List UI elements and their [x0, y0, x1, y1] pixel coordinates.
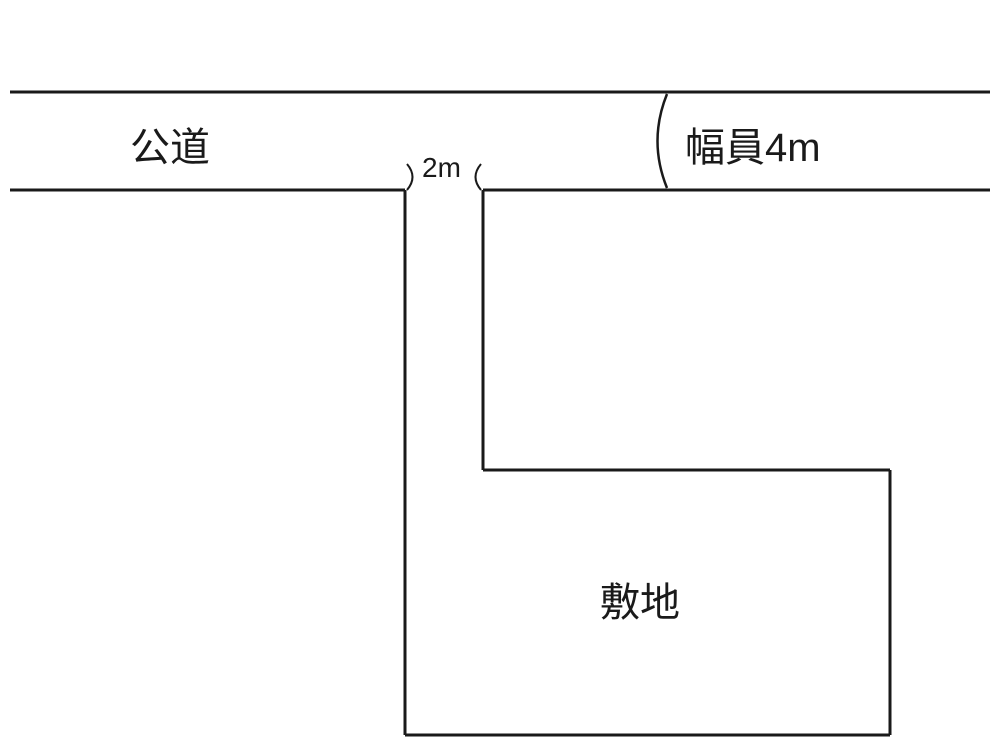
diagram-svg — [0, 0, 1000, 750]
entrance-tick-right — [476, 164, 482, 190]
entrance-tick-left — [407, 164, 413, 190]
road-label: 公道 — [130, 115, 210, 173]
site-road-diagram: 公道 幅員4m 2m 敷地 — [0, 0, 1000, 750]
site-label: 敷地 — [600, 570, 680, 628]
entrance-width-label: 2m — [422, 152, 461, 184]
road-width-label: 幅員4m — [685, 115, 821, 173]
road-width-tick — [658, 94, 668, 188]
